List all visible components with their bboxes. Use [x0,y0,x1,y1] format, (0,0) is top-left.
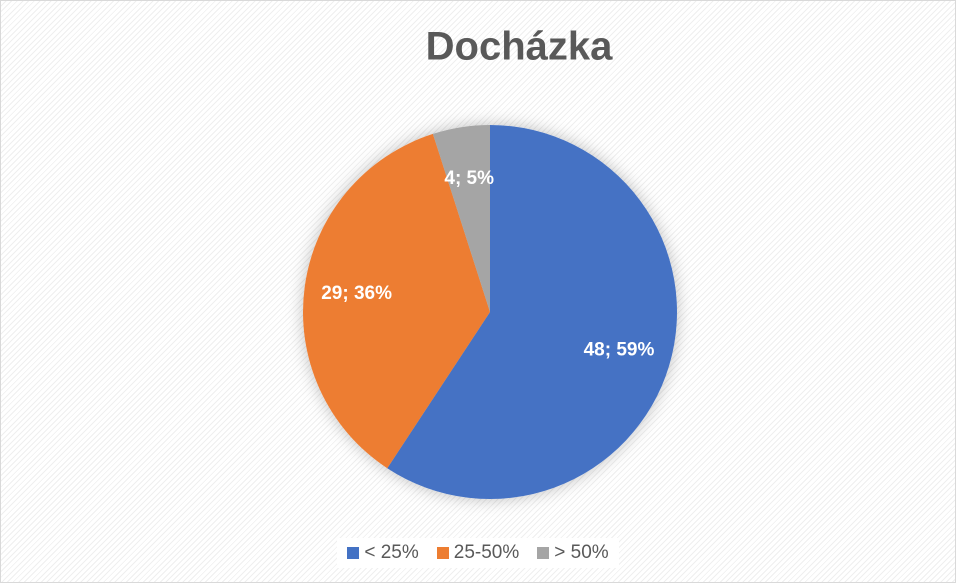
legend-item: 25-50% [436,542,520,564]
data-label: 29; 36% [321,283,392,304]
legend-label: 25-50% [453,542,520,563]
pie-slice [303,133,490,469]
legend-item: < 25% [347,542,419,564]
legend-label: > 50% [554,542,609,563]
legend-item: > 50% [537,542,609,564]
legend-area: < 25% 25-50% > 50% [1,538,955,568]
legend-swatch [347,547,360,559]
data-labels: 48; 59% 29; 36% 4; 5% [321,168,654,361]
pie-slice [387,125,678,499]
pie [303,125,678,499]
legend-label: < 25% [364,542,419,563]
legend: < 25% 25-50% > 50% [337,538,619,568]
data-label: 4; 5% [444,168,494,189]
chart-title: Docházka [426,25,613,69]
legend-swatch [537,547,550,559]
data-label: 48; 59% [584,340,655,361]
legend-swatch [436,547,449,559]
pie-slice [432,125,490,312]
